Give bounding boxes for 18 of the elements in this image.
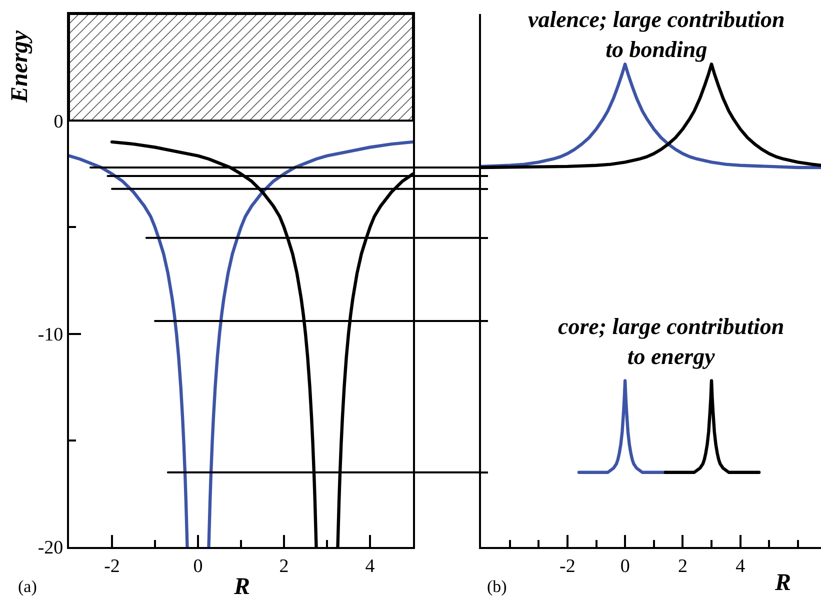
x-tick-label: -2: [104, 556, 120, 577]
x-tick-label: 0: [620, 556, 630, 577]
x-axis-title: R: [233, 574, 250, 596]
x-tick-label: 2: [678, 556, 688, 577]
annotation: valence; large contribution to bonding: [528, 7, 785, 62]
y-tick-label: 0: [54, 111, 64, 132]
text: (b): [487, 577, 507, 596]
y-tick-label: -10: [38, 324, 64, 346]
y-tick-label: -20: [38, 538, 64, 559]
x-tick-label: 0: [193, 556, 203, 577]
annotation: core; large contribution to energy: [558, 314, 784, 369]
y-axis-title: Energy: [6, 30, 33, 104]
x-axis-title: R: [774, 570, 792, 596]
text: (a): [18, 577, 37, 596]
x-tick-label: 4: [365, 556, 376, 577]
x-tick-label: 2: [279, 556, 289, 577]
x-tick-label: 4: [736, 556, 746, 577]
x-tick-label: -2: [560, 556, 576, 577]
